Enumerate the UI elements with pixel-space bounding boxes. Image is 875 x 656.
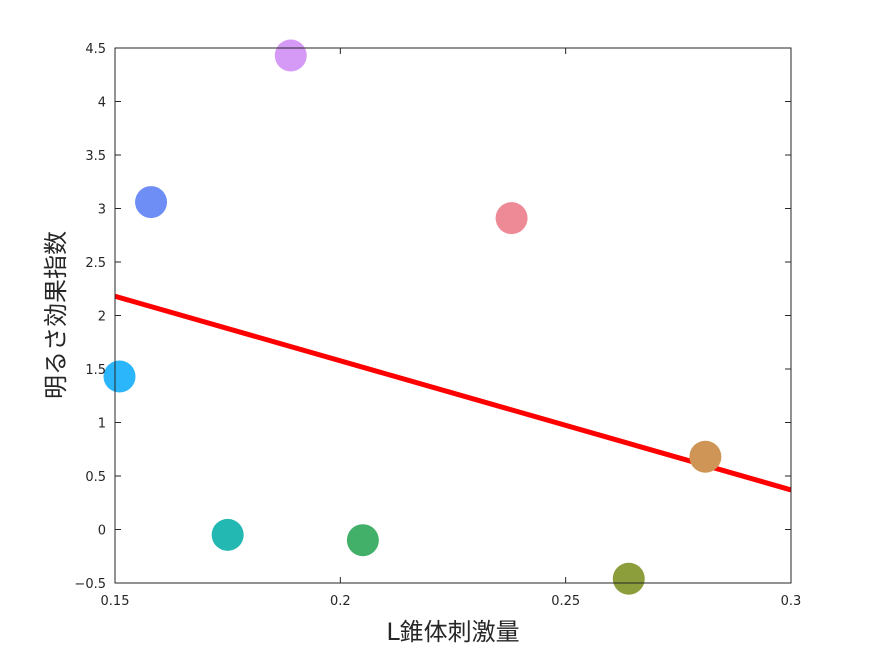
- y-tick-label: 3: [98, 203, 106, 218]
- data-point: [135, 186, 168, 219]
- x-tick-label: 0.2: [330, 594, 351, 609]
- y-tick-label: 2.5: [85, 256, 106, 271]
- y-tick-label: 4.5: [85, 42, 106, 57]
- fit-line-layer: [114, 293, 792, 493]
- points-layer: [103, 39, 722, 595]
- y-tick-label: 1.5: [85, 363, 106, 378]
- y-tick-label: 3.5: [85, 149, 106, 164]
- y-tick-label: 4: [98, 96, 106, 111]
- y-tick-label: 0.5: [85, 470, 106, 485]
- data-point: [211, 518, 244, 551]
- x-tick-label: 0.25: [551, 594, 580, 609]
- data-point: [495, 202, 528, 235]
- data-point: [612, 562, 645, 595]
- y-axis-title: 明るさ効果指数: [42, 231, 70, 399]
- x-tick-labels: 0.15 0.2 0.25 0.3: [101, 594, 802, 609]
- fit-line: [114, 293, 792, 493]
- y-tick-label: 1: [98, 417, 106, 432]
- x-tick-label: 0.15: [101, 594, 130, 609]
- data-point: [103, 360, 136, 393]
- x-tick-label: 0.3: [781, 594, 802, 609]
- data-point: [689, 440, 722, 473]
- y-tick-label: 2: [98, 310, 106, 325]
- plot-frame: [114, 47, 792, 584]
- data-point: [346, 524, 379, 557]
- y-tick-label: 0: [98, 524, 106, 539]
- y-tick-label: −0.5: [74, 577, 106, 592]
- x-axis-title: L錐体刺激量: [386, 618, 519, 646]
- plot-area: [115, 48, 791, 583]
- data-point: [274, 39, 307, 72]
- y-tick-labels: −0.5 0 0.5 1 1.5 2 2.5 3 3.5 4 4.5: [74, 42, 106, 592]
